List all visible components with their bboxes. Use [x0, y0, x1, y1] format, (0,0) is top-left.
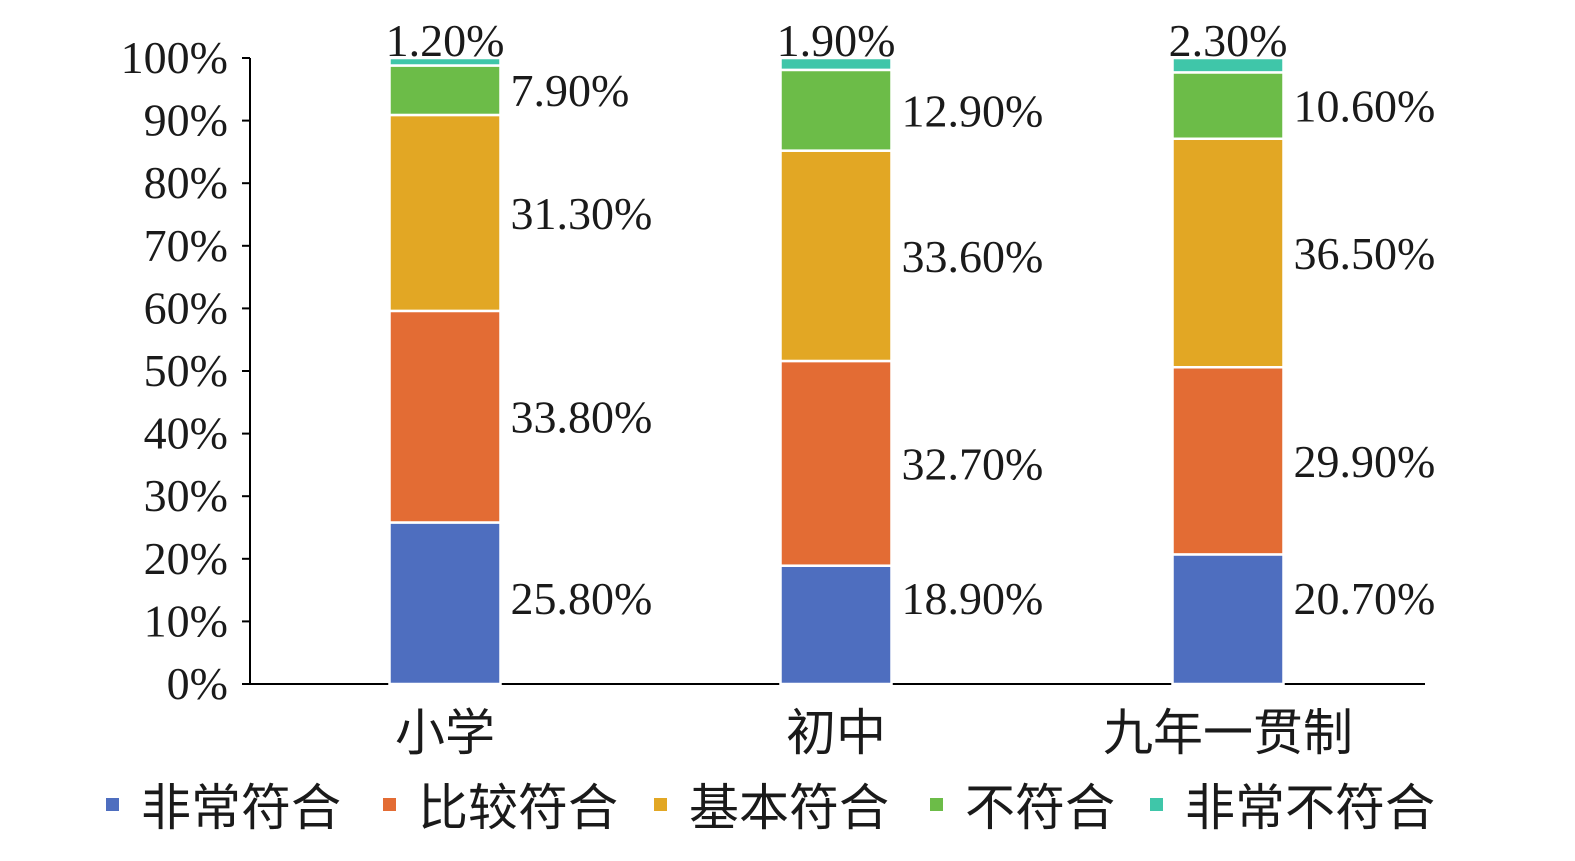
bar-segment	[388, 113, 502, 313]
bar-value-label: 25.80%	[511, 573, 653, 624]
bar-value-label: 7.90%	[511, 65, 630, 116]
y-tick-label: 80%	[144, 157, 228, 208]
legend: 非常符合 比较符合 基本符合 不符合 非常不符合	[106, 780, 1435, 836]
legend-label: 非常不符合	[1185, 780, 1435, 836]
data-labels: 25.80% 33.80% 31.30% 7.90%1.20% 18.90% 32.70%…	[386, 15, 1436, 624]
bar-segment	[388, 309, 502, 524]
bar-value-label: 1.20%	[386, 15, 505, 66]
bar-value-label: 12.90%	[902, 85, 1044, 136]
y-tick-label: 100%	[121, 32, 228, 83]
x-category-label: 小学	[395, 705, 495, 761]
bar-segment	[1171, 553, 1285, 686]
legend-swatch	[654, 798, 667, 811]
legend-swatch	[1150, 798, 1163, 811]
legend-label: 基本符合	[689, 780, 889, 836]
y-tick-label: 90%	[144, 95, 228, 146]
bar-segment	[1171, 365, 1285, 556]
y-tick-label: 0%	[167, 658, 228, 709]
bar-value-label: 31.30%	[511, 188, 653, 239]
bar-segment	[779, 359, 893, 567]
bar-segment	[388, 64, 502, 117]
y-tick-label: 50%	[144, 345, 228, 396]
bar-value-label: 1.90%	[777, 15, 896, 66]
axes: 0% 10% 20% 30% 40% 50% 60% 70% 80% 90% 100% 小学 初中 九年一…	[121, 32, 1425, 761]
bar-value-label: 10.60%	[1294, 81, 1436, 132]
y-tick-label: 30%	[144, 470, 228, 521]
legend-label: 不符合	[965, 780, 1115, 836]
bar-segment	[1171, 71, 1285, 141]
y-tick-label: 20%	[144, 533, 228, 584]
bar-segment	[779, 564, 893, 686]
bar-segment	[388, 56, 502, 67]
bar-value-label: 33.60%	[902, 231, 1044, 282]
bar-segment	[388, 521, 502, 686]
bar-segment	[779, 149, 893, 363]
bar-segment	[779, 56, 893, 72]
bar-segment	[1171, 137, 1285, 369]
bar-value-label: 2.30%	[1169, 15, 1288, 66]
y-tick-label: 70%	[144, 220, 228, 271]
x-category-label: 初中	[786, 705, 886, 761]
legend-label: 比较符合	[418, 780, 618, 836]
bar-value-label: 36.50%	[1294, 228, 1436, 279]
bar-segment	[1171, 56, 1285, 74]
y-tick-label: 10%	[144, 595, 228, 646]
y-tick-label: 60%	[144, 282, 228, 333]
bars	[388, 56, 1285, 686]
legend-swatch	[106, 798, 119, 811]
y-tick-label: 40%	[144, 408, 228, 459]
bar-value-label: 29.90%	[1294, 436, 1436, 487]
bar-segment	[779, 68, 893, 152]
bar-value-label: 32.70%	[902, 438, 1044, 489]
x-category-label: 九年一贯制	[1103, 705, 1353, 761]
legend-swatch	[383, 798, 396, 811]
bar-value-label: 33.80%	[511, 392, 653, 443]
legend-label: 非常符合	[141, 780, 341, 836]
legend-swatch	[930, 798, 943, 811]
bar-value-label: 18.90%	[902, 573, 1044, 624]
bar-value-label: 20.70%	[1294, 573, 1436, 624]
